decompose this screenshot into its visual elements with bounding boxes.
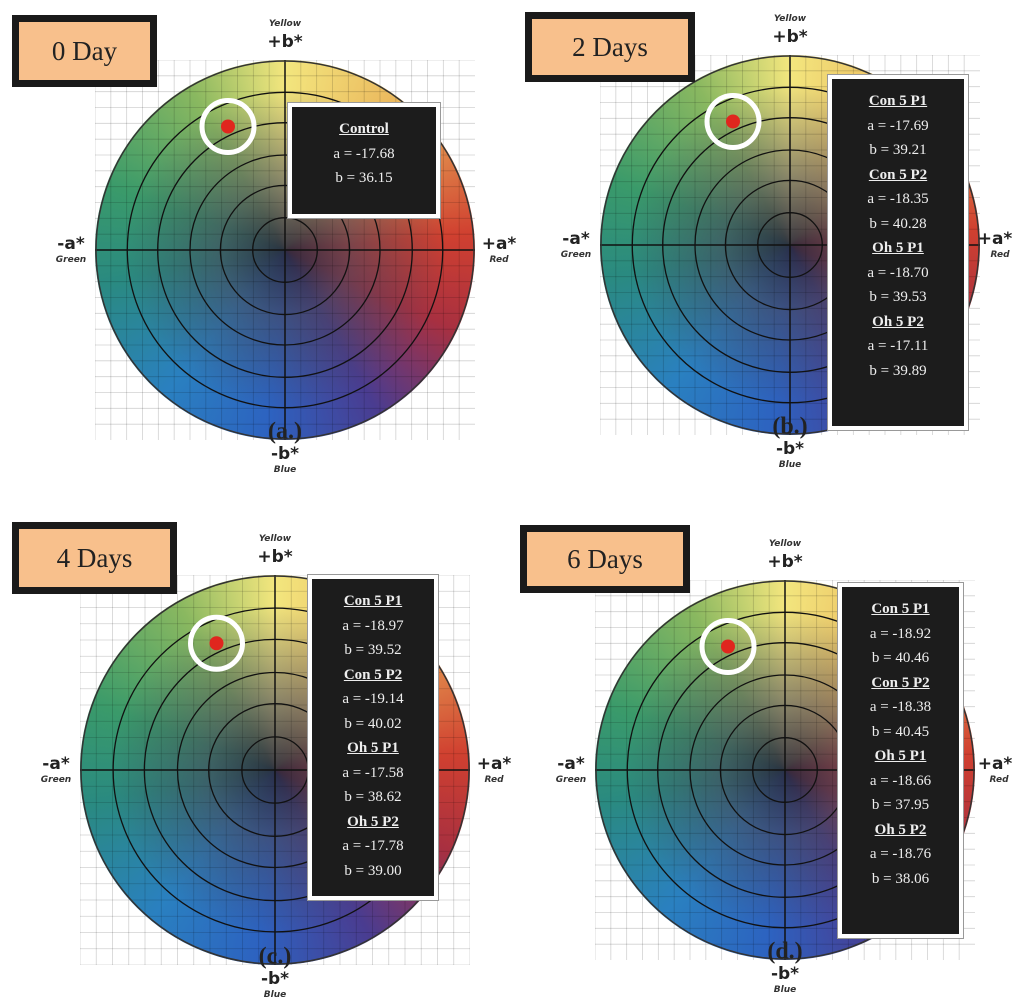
a-value: a = -19.14 <box>342 691 404 707</box>
b-value: b = 39.89 <box>869 362 927 379</box>
sample-name: Con 5 P2 <box>871 674 930 691</box>
axis-name: Yellow <box>773 14 807 24</box>
sample-name: Oh 5 P1 <box>874 748 927 764</box>
axis-name: Red <box>489 255 509 265</box>
axis-name: Yellow <box>258 534 292 544</box>
a-value: a = -17.78 <box>342 838 404 854</box>
b-value: b = 39.00 <box>344 862 402 879</box>
axis-label: -a* <box>42 754 70 774</box>
sample-name: Oh 5 P2 <box>874 821 927 838</box>
axis-label: +b* <box>257 547 293 567</box>
grid <box>188 614 245 672</box>
sample-name: Oh 5 P1 <box>872 240 924 256</box>
axis-label: -b* <box>770 964 800 984</box>
axis-name: Yellow <box>268 19 302 29</box>
axis-name: Blue <box>773 985 797 995</box>
grid <box>704 93 762 150</box>
a-value: a = -18.66 <box>869 772 932 789</box>
a-value: a = -17.58 <box>342 764 404 781</box>
a-value: a = -18.35 <box>867 191 929 207</box>
axis-label: +a* <box>476 754 512 774</box>
axis-label: +b* <box>772 27 808 47</box>
axis-label: +b* <box>767 552 803 572</box>
axis-name: Red <box>990 250 1010 260</box>
grid <box>595 580 975 960</box>
panel-label: (c.) <box>258 943 292 970</box>
axis-label: -a* <box>562 229 590 249</box>
axis-name: Blue <box>778 460 802 470</box>
sample-name: Control <box>339 121 389 137</box>
b-value: b = 40.46 <box>871 650 930 666</box>
axis-name: Green <box>40 775 72 785</box>
axis-label: -a* <box>557 754 585 774</box>
a-value: a = -18.92 <box>869 625 932 642</box>
sample-name: Con 5 P2 <box>343 666 403 683</box>
grid <box>699 618 757 675</box>
b-value: b = 39.53 <box>869 289 927 305</box>
a-value: a = -18.76 <box>869 846 932 862</box>
sample-name: Con 5 P1 <box>868 93 928 109</box>
a-value: a = -17.11 <box>867 338 929 354</box>
panel-label: (b.) <box>772 413 808 440</box>
sample-name: Con 5 P2 <box>868 166 928 183</box>
axis-name: Green <box>560 250 592 260</box>
axis-name: Red <box>484 775 504 785</box>
axis-name: Blue <box>263 990 287 1000</box>
grid <box>221 119 235 134</box>
b-value: b = 39.52 <box>344 642 402 658</box>
axis-label: +b* <box>267 32 303 52</box>
sample-name: Oh 5 P2 <box>347 813 399 830</box>
readings-box: Control a = -17.68 b = 36.15 <box>288 103 440 218</box>
a-value: a = -17.69 <box>867 117 929 134</box>
readings-box: Con 5 P1 a = -18.92 b = 40.46 Con 5 P2 a = -… <box>838 583 963 938</box>
axis-name: Green <box>55 255 87 265</box>
panel-title: 0 Day <box>12 15 157 87</box>
a-value: a = -18.70 <box>867 264 929 281</box>
sample-name: Con 5 P1 <box>871 601 930 617</box>
grid <box>721 639 735 654</box>
axis-label: -b* <box>270 444 300 464</box>
b-value: b = 36.15 <box>335 170 393 186</box>
panel-label: (a.) <box>268 418 302 445</box>
grid <box>726 114 740 129</box>
axis-name: Red <box>989 775 1009 785</box>
b-value: b = 37.95 <box>871 797 930 813</box>
sample-name: Con 5 P1 <box>343 593 403 609</box>
axis-name: Green <box>555 775 587 785</box>
axis-name: Yellow <box>768 539 802 549</box>
a-value: a = -18.38 <box>869 699 932 715</box>
readings-box: Con 5 P1 a = -17.69 b = 39.21 Con 5 P2 a = -… <box>828 75 968 430</box>
grid <box>600 55 980 435</box>
grid <box>209 636 224 651</box>
axis-label: -b* <box>775 439 805 459</box>
b-value: b = 40.02 <box>344 715 402 732</box>
b-value: b = 38.06 <box>871 870 930 887</box>
sample-name: Oh 5 P2 <box>872 313 924 330</box>
b-value: b = 39.21 <box>869 142 927 158</box>
grid <box>80 575 470 965</box>
axis-name: Blue <box>273 465 297 475</box>
readings-box: Con 5 P1 a = -18.97 b = 39.52 Con 5 P2 a = -… <box>308 575 438 900</box>
axis-label: -b* <box>260 969 290 989</box>
panel-label: (d.) <box>767 938 803 965</box>
axis-label: +a* <box>481 234 517 254</box>
panel-title: 6 Days <box>520 525 690 593</box>
panel-title: 4 Days <box>12 522 177 594</box>
grid <box>95 60 475 440</box>
b-value: b = 38.62 <box>344 789 402 805</box>
axis-label: +a* <box>977 754 1013 774</box>
grid <box>199 98 257 155</box>
panel-title: 2 Days <box>525 12 695 82</box>
a-value: a = -18.97 <box>342 617 404 634</box>
sample-name: Oh 5 P1 <box>347 740 399 756</box>
b-value: b = 40.28 <box>869 215 927 232</box>
axis-label: -a* <box>57 234 85 254</box>
b-value: b = 40.45 <box>871 723 930 740</box>
a-value: a = -17.68 <box>333 145 395 162</box>
axis-label: +a* <box>977 229 1013 249</box>
